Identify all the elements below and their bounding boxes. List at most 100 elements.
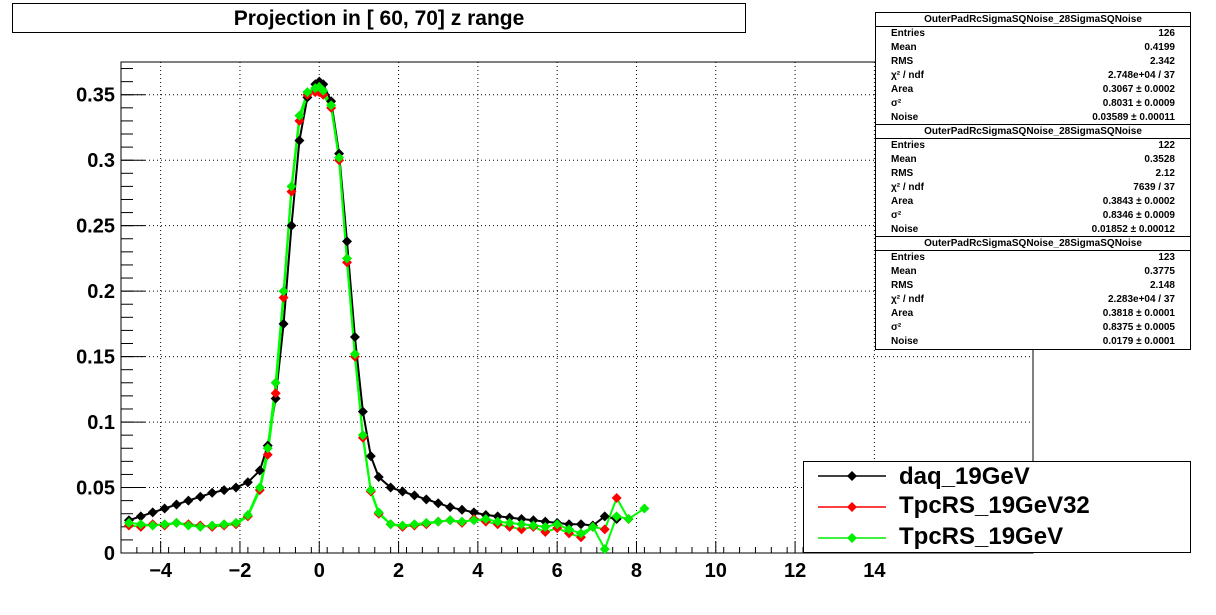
stats-key: Entries <box>891 140 925 151</box>
stats-key: Entries <box>891 28 925 39</box>
fit-curve <box>128 85 645 552</box>
stats-value: 0.3818 ± 0.0001 <box>1102 308 1175 319</box>
fit-curve <box>128 91 630 539</box>
stats-key: Mean <box>891 42 917 53</box>
data-point <box>294 115 305 126</box>
data-point <box>286 186 297 197</box>
stats-row: Area 0.3818 ± 0.0001 <box>876 307 1190 321</box>
data-point <box>278 286 289 297</box>
data-point <box>385 519 396 530</box>
data-point <box>457 516 468 527</box>
stats-value: 123 <box>1158 252 1175 263</box>
stats-row: Area 0.3843 ± 0.0002 <box>876 195 1190 209</box>
stats-row: Mean 0.3528 <box>876 153 1190 167</box>
data-point <box>135 519 146 530</box>
data-point <box>195 491 206 502</box>
data-point <box>302 87 313 98</box>
y-tick-label: 0.05 <box>76 478 115 500</box>
data-point <box>504 517 515 528</box>
data-point <box>195 521 206 532</box>
tick-labels: −4 −2 0 2 4 6 8 10 12 14 0 0.05 0.1 0.15 0.2 0.25 0.3 0.3… <box>76 85 886 582</box>
stats-row: Mean 0.3775 <box>876 265 1190 279</box>
stats-key: χ² / ndf <box>891 70 924 81</box>
data-point <box>480 513 491 524</box>
x-tick-label: 6 <box>552 560 563 582</box>
data-point <box>262 449 273 460</box>
legend-marker <box>847 502 857 512</box>
data-series <box>123 76 650 555</box>
stats-title: OuterPadRcSigmaSQNoise_28SigmaSQNoise <box>876 237 1190 251</box>
x-tick-label: 12 <box>784 560 806 582</box>
stats-row: Entries 123 <box>876 251 1190 265</box>
stats-value: 2.12 <box>1155 168 1175 179</box>
legend: daq_19GeV TpcRS_19GeV32 TpcRS_19GeV <box>803 461 1191 553</box>
data-point <box>540 516 551 527</box>
data-point <box>445 502 456 513</box>
stats-value: 126 <box>1158 28 1175 39</box>
data-point <box>278 292 289 303</box>
stats-box: OuterPadRcSigmaSQNoise_28SigmaSQNoise Ent… <box>875 236 1191 350</box>
stats-row: σ² 0.8375 ± 0.0005 <box>876 321 1190 335</box>
stats-row: Noise 0.01852 ± 0.00012 <box>876 223 1190 237</box>
stats-key: χ² / ndf <box>891 182 924 193</box>
stats-title: OuterPadRcSigmaSQNoise_28SigmaSQNoise <box>876 125 1190 139</box>
data-point <box>254 465 265 476</box>
stats-row: Entries 126 <box>876 27 1190 41</box>
data-point <box>123 517 134 528</box>
stats-value: 2.748e+04 / 37 <box>1107 70 1175 81</box>
data-point <box>611 493 622 504</box>
stats-key: Mean <box>891 154 917 165</box>
y-tick-label: 0.3 <box>87 150 115 172</box>
legend-label-tpcrs32: TpcRS_19GeV32 <box>899 492 1090 519</box>
stats-row: RMS 2.148 <box>876 279 1190 293</box>
data-point <box>171 517 182 528</box>
fit-curves <box>128 80 645 552</box>
data-point <box>623 513 634 524</box>
data-point <box>183 495 194 506</box>
data-point <box>365 485 376 496</box>
x-tick-label: 10 <box>705 560 727 582</box>
stats-value: 0.4199 <box>1144 42 1175 53</box>
y-tick-label: 0.1 <box>87 412 115 434</box>
stats-key: Area <box>891 196 914 207</box>
data-point <box>278 318 289 329</box>
data-point <box>516 519 527 530</box>
stats-key: RMS <box>891 280 914 291</box>
stats-box: OuterPadRcSigmaSQNoise_28SigmaSQNoise Ent… <box>875 12 1191 126</box>
data-point <box>575 528 586 539</box>
data-point <box>147 520 158 531</box>
data-point <box>552 519 563 530</box>
stats-key: Entries <box>891 252 925 263</box>
data-point <box>599 511 610 522</box>
stats-value: 0.3775 <box>1144 266 1175 277</box>
data-point <box>270 393 281 404</box>
data-point <box>528 520 539 531</box>
stats-row: Area 0.3067 ± 0.0002 <box>876 83 1190 97</box>
y-tick-label: 0 <box>104 543 115 565</box>
stats-value: 7639 / 37 <box>1133 182 1175 193</box>
x-tick-label: 2 <box>393 560 404 582</box>
stats-value: 122 <box>1158 140 1175 151</box>
data-point <box>373 472 384 483</box>
data-point <box>270 377 281 388</box>
stats-value: 0.8031 ± 0.0009 <box>1102 98 1175 109</box>
data-point <box>445 515 456 526</box>
data-point <box>262 443 273 454</box>
data-point <box>421 494 432 505</box>
legend-label-daq: daq_19GeV <box>899 463 1030 490</box>
stats-key: Area <box>891 84 914 95</box>
data-point <box>349 331 360 342</box>
stats-key: Noise <box>891 336 919 347</box>
data-point <box>433 498 444 509</box>
data-point <box>334 152 345 163</box>
data-point <box>286 181 297 192</box>
stats-value: 0.03589 ± 0.00011 <box>1092 112 1175 123</box>
data-point <box>242 510 253 521</box>
stats-value: 0.3843 ± 0.0002 <box>1102 196 1175 207</box>
data-point <box>639 503 650 514</box>
data-point <box>342 253 353 264</box>
data-point <box>397 520 408 531</box>
stats-row: Noise 0.03589 ± 0.00011 <box>876 111 1190 125</box>
series-2 <box>123 81 650 555</box>
data-point <box>373 507 384 518</box>
